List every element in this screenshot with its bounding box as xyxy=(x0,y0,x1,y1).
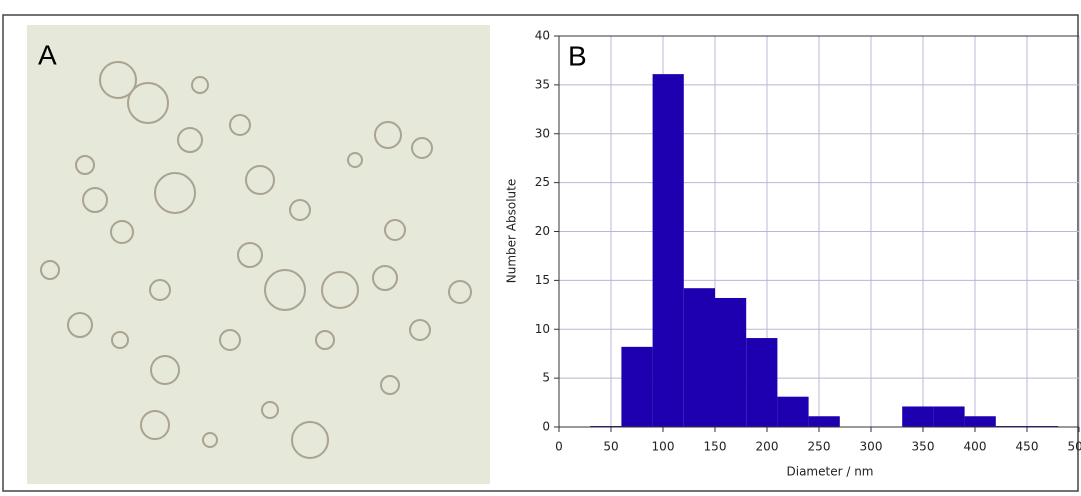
bar xyxy=(684,288,715,427)
bar xyxy=(933,406,964,427)
x-tick-label: 250 xyxy=(808,440,831,454)
x-axis-label: Diameter / nm xyxy=(787,465,874,479)
bar xyxy=(902,406,933,427)
bar xyxy=(746,338,777,427)
photo-background xyxy=(27,25,490,484)
y-tick-label: 25 xyxy=(535,175,550,189)
panel-label: B xyxy=(568,40,587,71)
y-tick-label: 30 xyxy=(535,126,550,140)
y-tick-label: 15 xyxy=(535,273,550,287)
bar xyxy=(809,416,840,427)
x-tick-label: 350 xyxy=(912,440,935,454)
bar xyxy=(621,347,652,427)
x-tick-label: 50 xyxy=(603,440,618,454)
bar xyxy=(777,397,808,427)
micrograph: A xyxy=(27,25,490,484)
x-tick-label: 450 xyxy=(1016,440,1039,454)
y-tick-label: 5 xyxy=(542,371,550,385)
y-tick-label: 35 xyxy=(535,77,550,91)
x-tick-label: 400 xyxy=(964,440,987,454)
x-tick-label: 150 xyxy=(704,440,727,454)
bar xyxy=(715,298,746,427)
y-tick-label: 20 xyxy=(535,224,550,238)
y-tick-label: 40 xyxy=(535,29,550,43)
panel-label: A xyxy=(38,39,57,70)
x-tick-label: 0 xyxy=(555,440,563,454)
x-tick-label: 200 xyxy=(756,440,779,454)
bar xyxy=(965,416,996,427)
x-tick-label: 100 xyxy=(652,440,675,454)
x-tick-label: 500 xyxy=(1068,440,1081,454)
y-axis-label: Number Absolute xyxy=(505,179,519,283)
y-tick-label: 0 xyxy=(542,420,550,434)
bar xyxy=(653,74,684,427)
y-tick-label: 10 xyxy=(535,322,550,336)
x-tick-label: 300 xyxy=(860,440,883,454)
